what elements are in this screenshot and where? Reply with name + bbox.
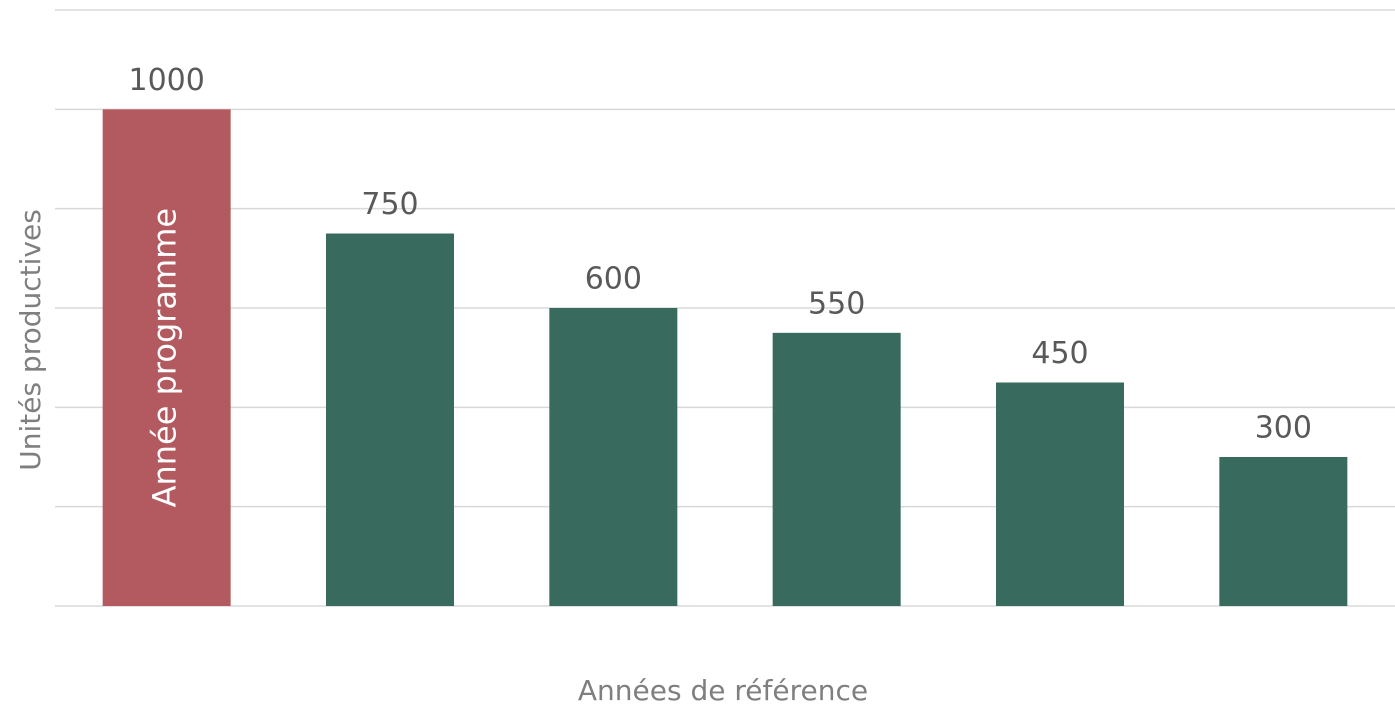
value-label: 1000 xyxy=(128,63,204,98)
bar xyxy=(549,308,678,606)
bar xyxy=(772,332,901,606)
bar-annotation: Année programme xyxy=(146,208,184,507)
value-label: 300 xyxy=(1255,411,1312,446)
bar xyxy=(996,382,1124,606)
value-label: 750 xyxy=(361,187,418,222)
x-axis-label: Années de référence xyxy=(578,674,868,707)
value-label: 550 xyxy=(808,286,865,321)
y-axis-label: Unités productives xyxy=(14,209,47,471)
bar xyxy=(326,233,454,606)
value-label: 600 xyxy=(585,262,642,297)
bar xyxy=(1219,457,1348,606)
value-label: 450 xyxy=(1031,336,1088,371)
bar xyxy=(102,109,231,606)
